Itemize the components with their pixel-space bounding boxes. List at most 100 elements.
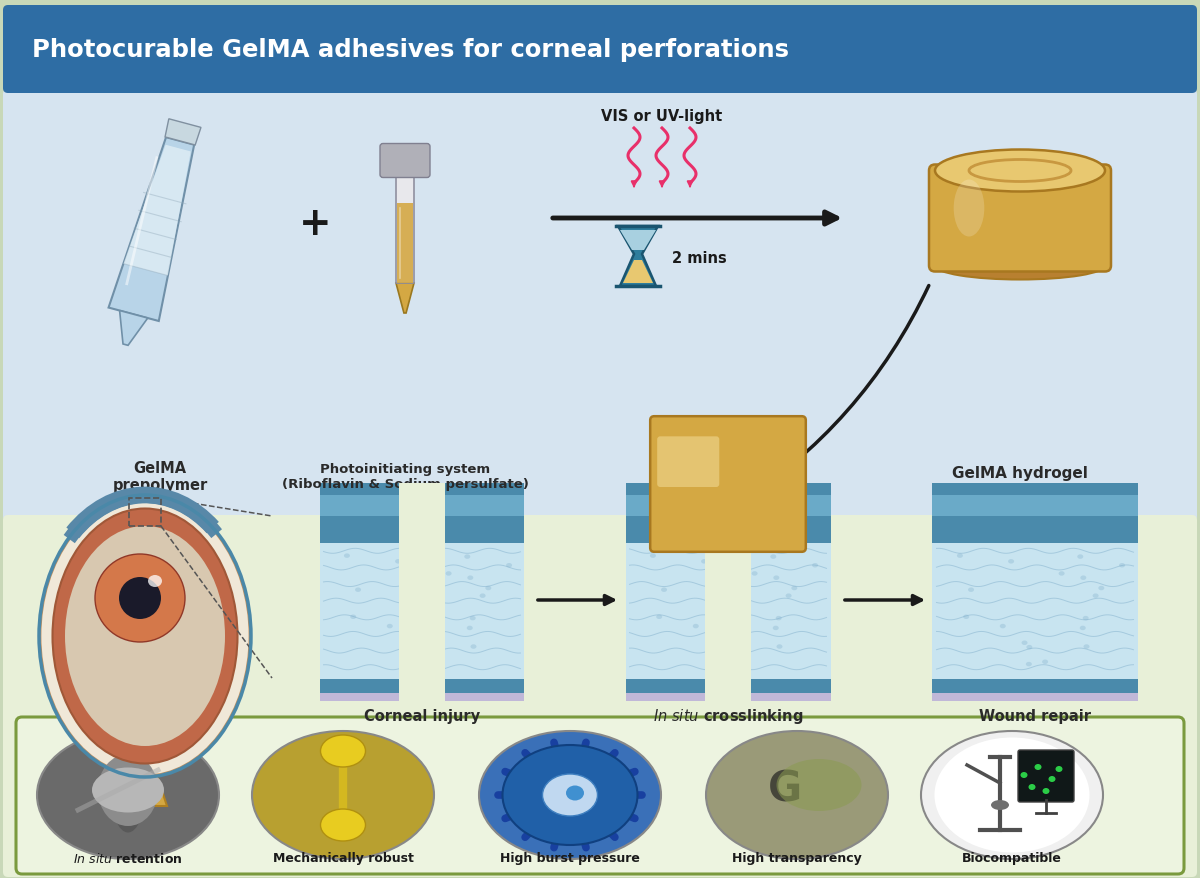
Ellipse shape: [770, 555, 776, 559]
FancyBboxPatch shape: [319, 680, 524, 694]
Ellipse shape: [812, 564, 818, 568]
Ellipse shape: [1049, 776, 1056, 782]
Ellipse shape: [1034, 764, 1042, 770]
FancyBboxPatch shape: [319, 496, 524, 516]
FancyBboxPatch shape: [625, 484, 830, 496]
Ellipse shape: [1078, 555, 1084, 559]
Text: Photoinitiating system
(Riboflavin & Sodium persulfate): Photoinitiating system (Riboflavin & Sod…: [282, 463, 528, 491]
Ellipse shape: [469, 616, 475, 621]
Polygon shape: [396, 176, 414, 284]
Ellipse shape: [719, 645, 725, 650]
Ellipse shape: [464, 555, 470, 559]
Ellipse shape: [110, 748, 145, 832]
FancyBboxPatch shape: [706, 680, 750, 702]
FancyBboxPatch shape: [2, 6, 1198, 94]
Ellipse shape: [148, 575, 162, 587]
Text: Corneal injury: Corneal injury: [364, 709, 480, 723]
FancyBboxPatch shape: [400, 484, 444, 543]
Ellipse shape: [1021, 641, 1027, 645]
FancyBboxPatch shape: [2, 90, 1198, 522]
Text: Photocurable GelMA adhesives for corneal perforations: Photocurable GelMA adhesives for corneal…: [32, 38, 790, 62]
Ellipse shape: [786, 594, 792, 598]
Text: GelMA hydrogel: GelMA hydrogel: [952, 466, 1088, 481]
Ellipse shape: [1028, 784, 1036, 790]
Ellipse shape: [968, 587, 974, 593]
Text: +: +: [299, 205, 331, 242]
Ellipse shape: [503, 745, 637, 845]
FancyBboxPatch shape: [16, 717, 1184, 874]
Ellipse shape: [656, 615, 662, 619]
Ellipse shape: [566, 786, 584, 801]
Ellipse shape: [719, 662, 725, 666]
Ellipse shape: [467, 576, 473, 580]
Ellipse shape: [935, 150, 1105, 192]
Text: G: G: [768, 768, 802, 810]
Polygon shape: [166, 119, 200, 146]
Ellipse shape: [480, 594, 486, 598]
Ellipse shape: [485, 587, 491, 591]
FancyBboxPatch shape: [625, 516, 830, 543]
Ellipse shape: [935, 252, 1105, 280]
Ellipse shape: [1000, 624, 1006, 629]
Ellipse shape: [1080, 626, 1086, 630]
FancyBboxPatch shape: [319, 694, 524, 702]
Ellipse shape: [706, 731, 888, 859]
Ellipse shape: [692, 624, 698, 629]
Ellipse shape: [776, 644, 782, 649]
FancyBboxPatch shape: [625, 694, 830, 702]
Ellipse shape: [506, 564, 512, 568]
FancyBboxPatch shape: [625, 496, 830, 516]
Text: Biocompatible: Biocompatible: [962, 852, 1062, 865]
Ellipse shape: [479, 731, 661, 859]
Polygon shape: [396, 284, 414, 313]
Text: $\it{In\ situ}$ crosslinking: $\it{In\ situ}$ crosslinking: [653, 707, 803, 726]
Ellipse shape: [1084, 644, 1090, 649]
Text: High burst pressure: High burst pressure: [500, 852, 640, 865]
Ellipse shape: [751, 572, 757, 576]
FancyBboxPatch shape: [1018, 750, 1074, 802]
Ellipse shape: [773, 576, 779, 580]
FancyBboxPatch shape: [706, 543, 750, 680]
Ellipse shape: [408, 641, 414, 645]
Ellipse shape: [1082, 616, 1088, 621]
Ellipse shape: [650, 554, 656, 558]
FancyBboxPatch shape: [932, 484, 1138, 496]
Ellipse shape: [922, 731, 1103, 859]
Ellipse shape: [935, 738, 1090, 853]
Text: High transparency: High transparency: [732, 852, 862, 865]
FancyBboxPatch shape: [319, 516, 524, 543]
FancyBboxPatch shape: [932, 680, 1138, 694]
FancyBboxPatch shape: [2, 515, 1198, 877]
FancyBboxPatch shape: [658, 437, 719, 487]
Polygon shape: [397, 204, 413, 284]
Ellipse shape: [386, 624, 392, 629]
Ellipse shape: [53, 509, 238, 764]
FancyBboxPatch shape: [380, 144, 430, 178]
Ellipse shape: [1093, 594, 1099, 598]
Ellipse shape: [1026, 662, 1032, 666]
FancyBboxPatch shape: [706, 484, 750, 543]
Ellipse shape: [320, 735, 366, 767]
FancyBboxPatch shape: [932, 496, 1138, 516]
Ellipse shape: [1020, 772, 1027, 778]
Ellipse shape: [773, 626, 779, 630]
Ellipse shape: [413, 662, 419, 666]
Ellipse shape: [355, 587, 361, 593]
Polygon shape: [623, 261, 653, 284]
FancyBboxPatch shape: [929, 165, 1111, 272]
Ellipse shape: [445, 572, 451, 576]
Ellipse shape: [252, 731, 434, 859]
Ellipse shape: [430, 659, 436, 665]
FancyBboxPatch shape: [319, 543, 524, 680]
Ellipse shape: [40, 496, 250, 776]
Ellipse shape: [701, 559, 707, 564]
FancyBboxPatch shape: [319, 484, 524, 496]
Ellipse shape: [776, 759, 862, 811]
Polygon shape: [620, 231, 656, 251]
Polygon shape: [120, 311, 148, 346]
Text: Mechanically robust: Mechanically robust: [272, 852, 414, 865]
Ellipse shape: [791, 587, 797, 591]
FancyBboxPatch shape: [625, 543, 830, 680]
Ellipse shape: [467, 626, 473, 630]
Text: Wound repair: Wound repair: [979, 709, 1091, 723]
